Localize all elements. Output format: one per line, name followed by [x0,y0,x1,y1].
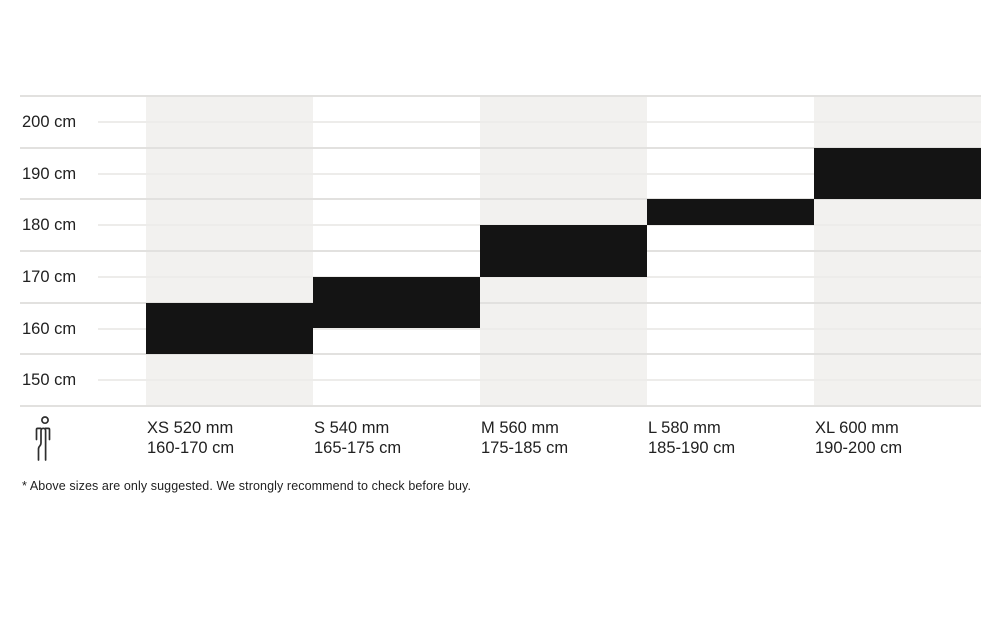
gridline-145cm [20,405,981,407]
y-axis-label-180cm: 180 cm [22,216,77,235]
size-label-xs: XS 520 mm 160-170 cm [147,418,234,458]
y-axis-label-200cm: 200 cm [22,112,77,131]
size-bar-s [313,276,480,329]
gridline-205cm [20,95,981,97]
size-label-l: L 580 mm 185-190 cm [648,418,735,458]
y-axis-label-160cm: 160 cm [22,319,77,338]
size-bar-xl [814,147,981,200]
frame-size-text: M 560 mm [481,419,559,437]
gridline-200cm [98,120,981,123]
rider-height-text: 165-175 cm [314,439,402,457]
frame-size-text: S 540 mm [314,419,390,437]
size-label-xl: XL 600 mm 190-200 cm [815,418,902,458]
gridline-165cm [20,301,981,304]
rider-height-text: 175-185 cm [481,439,569,457]
gridline-185cm [20,198,981,201]
size-bar-xs [146,302,313,355]
size-label-m: M 560 mm 175-185 cm [481,418,568,458]
size-label-s: S 540 mm 165-175 cm [314,418,401,458]
gridline-190cm [98,172,981,175]
gridline-155cm [20,353,981,356]
gridline-195cm [20,146,981,149]
size-bar-m [480,225,647,277]
frame-size-text: L 580 mm [648,419,721,437]
gridline-150cm [98,379,981,382]
person-icon [35,416,51,461]
y-axis-label-190cm: 190 cm [22,164,77,183]
gridline-160cm [98,327,981,330]
rider-height-text: 190-200 cm [815,439,903,457]
rider-height-text: 185-190 cm [648,439,736,457]
y-axis-label-170cm: 170 cm [22,267,77,286]
size-bar-l [647,199,814,226]
y-axis-label-150cm: 150 cm [22,371,77,390]
frame-size-text: XL 600 mm [815,419,899,437]
rider-height-text: 160-170 cm [147,439,235,457]
gridline-170cm [98,275,981,278]
size-disclaimer: * Above sizes are only suggested. We str… [22,479,472,493]
frame-size-text: XS 520 mm [147,419,234,437]
